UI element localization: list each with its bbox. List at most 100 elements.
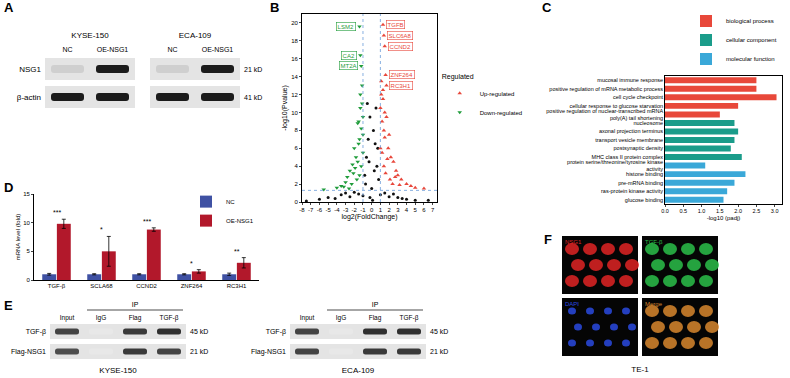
svg-text:CA2: CA2 <box>343 53 355 59</box>
svg-text:1.5: 1.5 <box>716 208 724 214</box>
svg-text:-log10(Pvalue): -log10(Pvalue) <box>281 85 289 131</box>
svg-text:cellular response to glucose s: cellular response to glucose starvation <box>570 103 664 109</box>
svg-text:TGF-β: TGF-β <box>160 314 179 322</box>
svg-text:1.0: 1.0 <box>698 208 706 214</box>
svg-text:histone binding: histone binding <box>626 171 663 177</box>
svg-text:Regulated: Regulated <box>442 73 474 81</box>
svg-text:IP: IP <box>132 301 139 308</box>
svg-text:Flag-NSG1: Flag-NSG1 <box>11 348 46 356</box>
svg-text:Input: Input <box>300 314 315 322</box>
svg-text:-5: -5 <box>325 207 331 213</box>
svg-text:transport vesicle membrane: transport vesicle membrane <box>595 137 663 143</box>
svg-text:NC: NC <box>62 46 72 53</box>
svg-text:cellular component: cellular component <box>726 37 777 43</box>
svg-text:TGF-β: TGF-β <box>266 328 286 336</box>
svg-text:-8: -8 <box>299 207 305 213</box>
svg-text:TGF-β: TGF-β <box>48 283 66 289</box>
svg-text:positive regulation of nuclear: positive regulation of nuclear-transcrib… <box>546 108 663 121</box>
svg-text:45 kD: 45 kD <box>430 328 448 335</box>
svg-text:Flag: Flag <box>369 314 382 322</box>
svg-text:CCND2: CCND2 <box>390 44 411 50</box>
svg-text:8: 8 <box>295 127 299 133</box>
svg-text:-3: -3 <box>343 207 349 213</box>
svg-text:postsynaptic density: postsynaptic density <box>614 145 664 151</box>
svg-text:Down-regulated: Down-regulated <box>480 110 522 116</box>
svg-text:protein serine/threonine/tyros: protein serine/threonine/tyrosine kinase… <box>567 159 663 172</box>
svg-text:DAPI: DAPI <box>565 301 579 307</box>
svg-text:NC: NC <box>226 199 235 205</box>
svg-text:OE-NSG1: OE-NSG1 <box>226 218 254 224</box>
svg-text:21 kD: 21 kD <box>430 348 448 355</box>
svg-text:molecular function: molecular function <box>726 56 775 62</box>
svg-text:NC: NC <box>167 46 177 53</box>
svg-text:21 kD: 21 kD <box>244 66 262 73</box>
svg-text:5: 5 <box>27 248 31 254</box>
svg-text:4: 4 <box>405 207 409 213</box>
svg-text:LSM2: LSM2 <box>338 24 354 30</box>
svg-text:TGF-β: TGF-β <box>26 328 46 336</box>
svg-text:*: * <box>190 260 193 267</box>
svg-text:2: 2 <box>387 207 391 213</box>
svg-text:TE-1: TE-1 <box>631 365 649 374</box>
svg-text:TGFB: TGFB <box>388 22 404 28</box>
svg-text:**: ** <box>234 248 240 255</box>
svg-text:TGF-β: TGF-β <box>645 239 663 245</box>
svg-text:0.5: 0.5 <box>679 208 687 214</box>
svg-text:Merge: Merge <box>645 301 663 307</box>
svg-text:ZNF264: ZNF264 <box>391 72 413 78</box>
svg-text:NSG1: NSG1 <box>565 239 582 245</box>
svg-text:45 kD: 45 kD <box>190 328 208 335</box>
svg-text:CCND2: CCND2 <box>136 283 157 289</box>
svg-text:15: 15 <box>23 191 30 197</box>
svg-text:0.0: 0.0 <box>661 208 669 214</box>
svg-text:ECA-109: ECA-109 <box>179 31 212 40</box>
svg-text:5: 5 <box>414 207 418 213</box>
svg-text:-4: -4 <box>334 207 340 213</box>
svg-text:18: 18 <box>291 38 298 44</box>
svg-text:IgG: IgG <box>336 314 346 322</box>
svg-text:***: *** <box>53 209 61 216</box>
svg-text:KYSE-150: KYSE-150 <box>71 31 109 40</box>
svg-text:-7: -7 <box>308 207 314 213</box>
svg-text:12: 12 <box>291 92 298 98</box>
svg-text:20: 20 <box>291 20 298 26</box>
svg-text:*: * <box>100 226 103 233</box>
svg-text:log2(FoldChange): log2(FoldChange) <box>341 213 397 221</box>
svg-text:1: 1 <box>379 207 383 213</box>
svg-text:nucleosome: nucleosome <box>633 120 663 126</box>
svg-text:TGF-β: TGF-β <box>400 314 419 322</box>
svg-text:glucose binding: glucose binding <box>625 197 663 203</box>
svg-text:Up-regulated: Up-regulated <box>480 91 515 97</box>
svg-text:KYSE-150: KYSE-150 <box>99 366 137 375</box>
svg-text:mucosal immune response: mucosal immune response <box>597 77 663 83</box>
svg-text:21 kD: 21 kD <box>190 348 208 355</box>
svg-text:-2: -2 <box>352 207 358 213</box>
svg-text:β-actin: β-actin <box>17 93 41 102</box>
svg-text:10: 10 <box>23 220 30 226</box>
svg-text:14: 14 <box>291 74 298 80</box>
svg-text:IP: IP <box>372 301 379 308</box>
svg-text:0: 0 <box>295 199 299 205</box>
svg-text:ras-protein kinase activity: ras-protein kinase activity <box>601 188 663 194</box>
svg-text:10: 10 <box>291 110 298 116</box>
svg-text:positive regulation of mRNA me: positive regulation of mRNA metabolic pr… <box>549 86 663 92</box>
svg-text:-1: -1 <box>360 207 366 213</box>
svg-text:6: 6 <box>295 145 299 151</box>
svg-text:0: 0 <box>370 207 374 213</box>
svg-text:SCLA68: SCLA68 <box>90 283 113 289</box>
svg-text:pre-mRNA binding: pre-mRNA binding <box>618 180 663 186</box>
svg-text:biological process: biological process <box>726 18 774 24</box>
svg-text:***: *** <box>143 218 151 225</box>
svg-text:16: 16 <box>291 56 298 62</box>
svg-text:NSG1: NSG1 <box>19 65 41 74</box>
svg-text:2: 2 <box>295 181 299 187</box>
svg-text:cell cycle checkpoint: cell cycle checkpoint <box>613 94 664 100</box>
svg-text:RC3H1: RC3H1 <box>391 83 411 89</box>
svg-text:41 kD: 41 kD <box>244 94 262 101</box>
svg-text:2.5: 2.5 <box>753 208 761 214</box>
svg-text:0: 0 <box>27 277 31 283</box>
svg-text:MHC class II protein complex: MHC class II protein complex <box>592 154 664 160</box>
svg-text:OE-NSG1: OE-NSG1 <box>202 46 234 53</box>
svg-text:2.0: 2.0 <box>734 208 742 214</box>
svg-text:Input: Input <box>60 314 75 322</box>
